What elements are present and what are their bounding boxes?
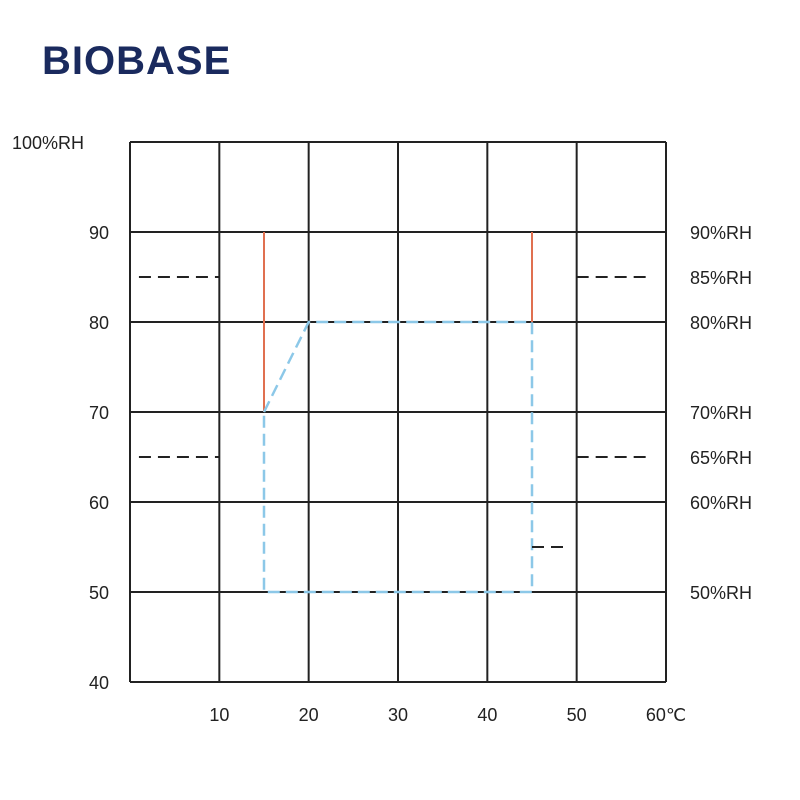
y-tick-label-right: 70%RH bbox=[690, 403, 752, 423]
y-tick-label-left: 100%RH bbox=[12, 133, 84, 153]
x-tick-label: 10 bbox=[209, 705, 229, 725]
y-tick-label-right: 85%RH bbox=[690, 268, 752, 288]
series-dashed-envelope bbox=[262, 320, 534, 594]
y-tick-label-right: 50%RH bbox=[690, 583, 752, 603]
y-tick-label-left: 60 bbox=[89, 493, 109, 513]
y-tick-label-left: 50 bbox=[89, 583, 109, 603]
chart-series bbox=[262, 232, 534, 594]
y-tick-label-left: 90 bbox=[89, 223, 109, 243]
y-tick-label-left: 80 bbox=[89, 313, 109, 333]
y-tick-label-right: 60%RH bbox=[690, 493, 752, 513]
x-tick-label: 60℃ bbox=[646, 705, 686, 725]
chart-grid bbox=[129, 141, 667, 683]
x-tick-label: 40 bbox=[477, 705, 497, 725]
x-tick-label: 30 bbox=[388, 705, 408, 725]
y-tick-label-right: 65%RH bbox=[690, 448, 752, 468]
chart-tick-labels: 40 50 60 70 80 90 100%RH 90%RH 85%RH 80%RH 70%RH 65… bbox=[12, 133, 752, 725]
y-tick-label-left: 70 bbox=[89, 403, 109, 423]
x-tick-label: 50 bbox=[567, 705, 587, 725]
y-tick-label-left: 40 bbox=[89, 673, 109, 693]
x-tick-label: 20 bbox=[299, 705, 319, 725]
brand-logo-text: BIOBASE bbox=[42, 39, 232, 83]
y-tick-label-right: 90%RH bbox=[690, 223, 752, 243]
brand-logo: BIOBASE bbox=[42, 38, 231, 84]
chart-reference-marks bbox=[138, 276, 649, 548]
y-tick-label-right: 80%RH bbox=[690, 313, 752, 333]
